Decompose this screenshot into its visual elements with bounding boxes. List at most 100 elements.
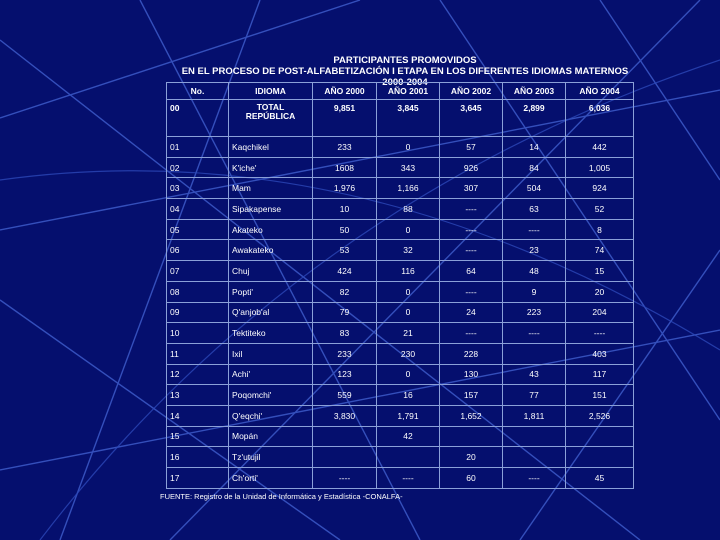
title-line-2: EN EL PROCESO DE POST-ALFABETIZACIÓN I E…: [181, 66, 629, 77]
total-no: 00: [166, 99, 229, 137]
row-value-2003: 504: [502, 177, 566, 200]
row-value-2000: 10: [312, 198, 377, 220]
row-value-2001: 88: [376, 198, 440, 220]
row-idioma: Akateko: [228, 218, 313, 241]
row-value-2003: [502, 342, 566, 365]
row-idioma: Achi': [228, 363, 313, 386]
row-value-2003: [502, 446, 566, 468]
row-value-2000: 123: [312, 363, 377, 386]
row-idioma: Chuj: [228, 260, 313, 282]
total-2001: 3,845: [376, 99, 440, 137]
row-no: 01: [166, 136, 229, 158]
row-no: 08: [166, 280, 229, 303]
table-row: 01 Kaqchikel 233 0 57 14 442: [166, 136, 634, 158]
row-value-2004: 442: [565, 136, 634, 158]
total-2000: 9,851: [312, 99, 377, 137]
row-value-2004: 1,005: [565, 156, 634, 179]
row-value-2004: 15: [565, 260, 634, 282]
row-value-2003: 223: [502, 301, 566, 324]
row-no: 06: [166, 239, 229, 262]
row-idioma: Tektiteko: [228, 322, 313, 344]
row-value-2002: ----: [439, 198, 503, 220]
row-value-2004: 151: [565, 384, 634, 406]
row-value-2003: 9: [502, 280, 566, 303]
row-value-2000: [312, 446, 377, 468]
header-idioma: IDIOMA: [228, 82, 313, 100]
row-value-2002: [439, 425, 503, 448]
row-value-2003: 48: [502, 260, 566, 282]
row-no: 16: [166, 446, 229, 468]
row-value-2003: 23: [502, 239, 566, 262]
row-idioma: Ixil: [228, 342, 313, 365]
participants-table: No. IDIOMA AÑO 2000 AÑO 2001 AÑO 2002 AÑ…: [166, 82, 634, 489]
row-value-2000: 1,976: [312, 177, 377, 200]
row-value-2003: ----: [502, 218, 566, 241]
row-value-2002: 24: [439, 301, 503, 324]
row-idioma: Poqomchi': [228, 384, 313, 406]
total-label: TOTAL REPÚBLICA: [228, 99, 313, 137]
row-value-2003: 14: [502, 136, 566, 158]
row-value-2002: 228: [439, 342, 503, 365]
table-row: 04 Sipakapense 10 88 ---- 63 52: [166, 198, 634, 220]
table-row: 10 Tektiteko 83 21 ---- ---- ----: [166, 322, 634, 344]
table-row: 03 Mam 1,976 1,166 307 504 924: [166, 177, 634, 200]
row-value-2001: ----: [376, 467, 440, 489]
table-header-row: No. IDIOMA AÑO 2000 AÑO 2001 AÑO 2002 AÑ…: [166, 82, 634, 100]
row-value-2001: 0: [376, 301, 440, 324]
table-row: 06 Awakateko 53 32 ---- 23 74: [166, 239, 634, 262]
row-idioma: Popti': [228, 280, 313, 303]
row-value-2000: ----: [312, 467, 377, 489]
row-no: 15: [166, 425, 229, 448]
row-value-2004: 8: [565, 218, 634, 241]
table-row: 14 Q'eqchi' 3,830 1,791 1,652 1,811 2,526: [166, 404, 634, 427]
row-value-2002: ----: [439, 239, 503, 262]
row-value-2000: 233: [312, 342, 377, 365]
row-value-2004: 74: [565, 239, 634, 262]
header-year-2004: AÑO 2004: [565, 82, 634, 100]
row-value-2004: 2,526: [565, 404, 634, 427]
table-row: 05 Akateko 50 0 ---- ---- 8: [166, 218, 634, 241]
row-value-2002: 926: [439, 156, 503, 179]
table-row: 07 Chuj 424 116 64 48 15: [166, 260, 634, 282]
row-value-2001: 116: [376, 260, 440, 282]
row-no: 11: [166, 342, 229, 365]
row-value-2000: 50: [312, 218, 377, 241]
row-value-2001: 42: [376, 425, 440, 448]
row-value-2002: 1,652: [439, 404, 503, 427]
row-value-2002: 64: [439, 260, 503, 282]
row-value-2001: 1,791: [376, 404, 440, 427]
row-value-2000: 3,830: [312, 404, 377, 427]
row-value-2002: 60: [439, 467, 503, 489]
row-no: 17: [166, 467, 229, 489]
row-idioma: Mam: [228, 177, 313, 200]
header-year-2003: AÑO 2003: [502, 82, 566, 100]
row-no: 03: [166, 177, 229, 200]
row-value-2000: 424: [312, 260, 377, 282]
row-value-2002: ----: [439, 280, 503, 303]
row-idioma: K'iche': [228, 156, 313, 179]
row-value-2002: 130: [439, 363, 503, 386]
row-idioma: Sipakapense: [228, 198, 313, 220]
table-row: 09 Q'anjob'al 79 0 24 223 204: [166, 301, 634, 324]
row-value-2004: 52: [565, 198, 634, 220]
row-value-2001: 343: [376, 156, 440, 179]
header-no: No.: [166, 82, 229, 100]
row-value-2000: 83: [312, 322, 377, 344]
row-no: 09: [166, 301, 229, 324]
row-value-2000: 559: [312, 384, 377, 406]
row-value-2001: 0: [376, 363, 440, 386]
row-value-2003: 43: [502, 363, 566, 386]
row-no: 14: [166, 404, 229, 427]
row-value-2002: ----: [439, 218, 503, 241]
row-no: 12: [166, 363, 229, 386]
row-idioma: Mopán: [228, 425, 313, 448]
total-2004: 6,036: [565, 99, 634, 137]
row-value-2001: 0: [376, 218, 440, 241]
row-no: 10: [166, 322, 229, 344]
row-value-2001: 0: [376, 280, 440, 303]
row-value-2003: 84: [502, 156, 566, 179]
row-value-2004: 204: [565, 301, 634, 324]
row-value-2002: 57: [439, 136, 503, 158]
row-value-2001: [376, 446, 440, 468]
row-value-2000: 233: [312, 136, 377, 158]
